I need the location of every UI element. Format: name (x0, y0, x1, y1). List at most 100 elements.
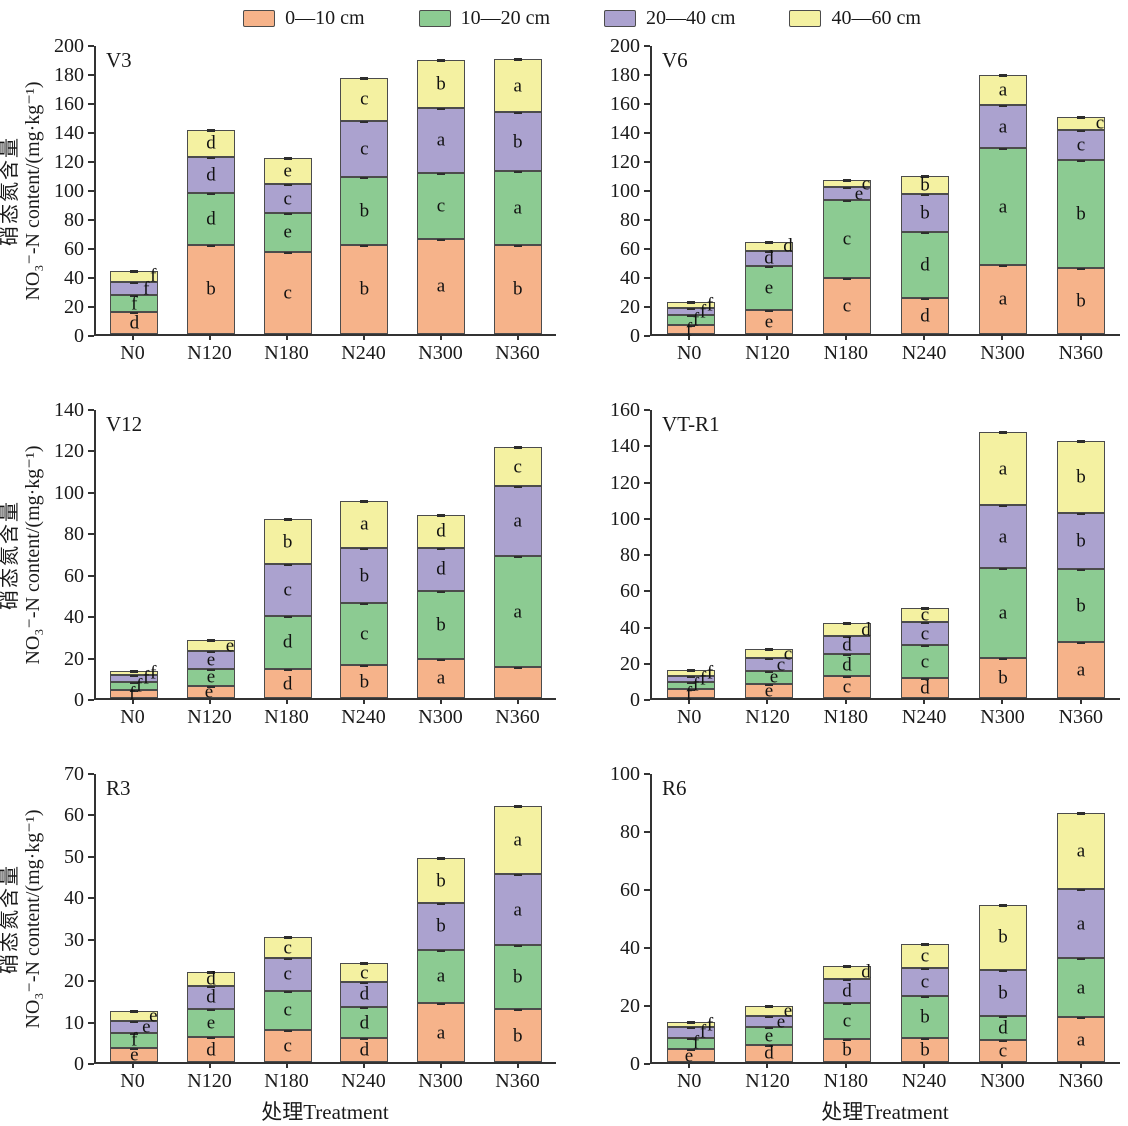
error-bar (130, 1019, 139, 1023)
bar-segment: d (823, 634, 871, 654)
bar-segment: b (1057, 158, 1105, 268)
error-bar (360, 176, 369, 180)
bar-segment: c (340, 76, 389, 121)
x-category-label: N360 (479, 1064, 556, 1092)
bar-segment: c (340, 119, 389, 178)
x-category-label: N180 (807, 1064, 885, 1092)
significance-letter: c (776, 654, 786, 676)
error-bar (207, 649, 215, 653)
significance-letter: b (436, 73, 446, 95)
significance-letter: b (359, 671, 370, 693)
x-categories: N0 N120 N180 N240 N300 N360 (650, 336, 1120, 364)
bar-segment: c (263, 563, 312, 616)
error-bar (207, 684, 215, 688)
error-bar (843, 964, 851, 968)
y-tick-label: 120 (610, 152, 650, 172)
error-bar (130, 688, 139, 692)
significance-letter: c (513, 456, 522, 478)
significance-letter: a (998, 196, 1008, 218)
error-bar (765, 657, 773, 661)
error-bar (130, 1046, 139, 1050)
error-bar (921, 967, 929, 971)
error-bar (130, 294, 139, 298)
significance-letter: b (920, 202, 930, 224)
significance-letter: c (842, 228, 852, 250)
x-category-label: N300 (402, 1064, 479, 1092)
significance-letter: b (1076, 530, 1086, 552)
error-bar (207, 1036, 215, 1040)
y-axis-label-en: NO₃⁻-N content/(mg·kg⁻¹) (22, 445, 44, 665)
bar-slot: a b b b (1042, 410, 1120, 698)
y-tick-label: 180 (54, 65, 94, 85)
x-category-label: N0 (650, 336, 728, 364)
significance-letter: c (920, 604, 930, 626)
error-bar (687, 324, 695, 328)
bar-segment: a (417, 106, 466, 173)
bar-segment: d (187, 1036, 235, 1062)
error-bar (999, 1014, 1007, 1018)
chart-title: VT-R1 (662, 412, 720, 436)
significance-letter: e (764, 1025, 774, 1047)
significance-letter: a (436, 1022, 446, 1044)
x-category-label: N180 (248, 336, 325, 364)
bar-segment (493, 666, 542, 698)
significance-letter: c (842, 295, 852, 317)
y-tick-label: 40 (64, 888, 94, 908)
y-tick-label: 100 (610, 764, 650, 784)
significance-letter: d (920, 677, 930, 699)
bar-segment: d (417, 513, 466, 548)
error-bar (921, 677, 929, 681)
significance-letter: e (684, 1045, 694, 1067)
y-tick-label: 100 (610, 181, 650, 201)
significance-letter: d (920, 305, 930, 327)
bar-segment: b (340, 546, 389, 604)
bar-segment: a (493, 873, 542, 946)
error-bar (843, 622, 851, 626)
significance-letter: c (283, 188, 292, 210)
x-category-label: N240 (325, 1064, 402, 1092)
x-category-label: N240 (885, 336, 963, 364)
significance-letter: a (1076, 1029, 1086, 1051)
legend-item-20-40cm: 20—40 cm (604, 7, 735, 30)
significance-letter: b (512, 131, 523, 153)
significance-letter: c (360, 962, 369, 984)
bar-segment: e (745, 681, 793, 700)
bar-segment: f (110, 1029, 159, 1051)
error-bar (437, 106, 446, 110)
error-bar (843, 634, 851, 638)
bar-segment: e (187, 649, 235, 669)
significance-letter: d (783, 235, 793, 257)
y-axis: 0 10 20 30 40 50 60 70 (44, 764, 94, 1074)
y-tick-label: 20 (620, 654, 650, 674)
significance-letter: c (842, 1010, 852, 1032)
significance-letter: d (129, 312, 140, 334)
legend-swatch-20-40cm (604, 10, 636, 27)
significance-letter: d (998, 1017, 1008, 1039)
y-tick-label: 100 (54, 181, 94, 201)
significance-letter: d (206, 968, 216, 990)
x-category-label: N360 (479, 700, 556, 728)
significance-letter: f (131, 1029, 138, 1051)
error-bar (921, 607, 929, 611)
bar-segment: c (823, 199, 871, 278)
bar-segment: b (493, 243, 542, 334)
bar-segment: c (745, 644, 793, 663)
error-bar (283, 936, 292, 940)
y-axis: 0 20 40 60 80 100 120 140 160 (600, 400, 650, 710)
chart-title: R3 (106, 776, 131, 800)
bar-segment: c (823, 1001, 871, 1039)
significance-letter: f (685, 319, 693, 341)
significance-letter: f (150, 662, 157, 684)
bar-segment: d (263, 614, 312, 670)
bar-segment: c (823, 174, 871, 193)
bar-segment: a (1057, 1016, 1105, 1062)
